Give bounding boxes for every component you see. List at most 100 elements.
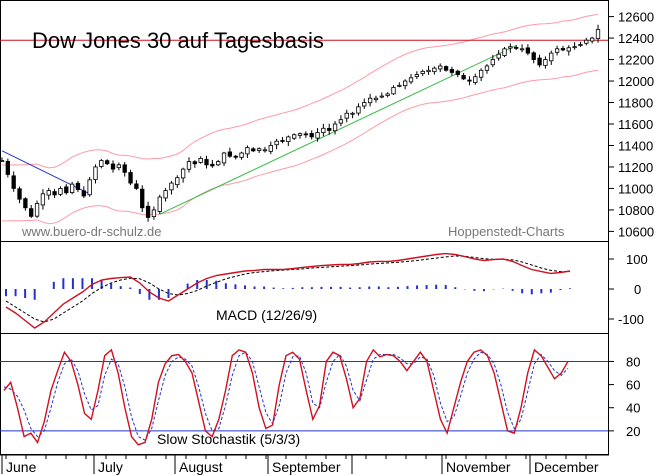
stoch-panel-frame — [0, 333, 609, 455]
stoch-ytick-label: 60 — [626, 378, 640, 393]
stoch-ytick-label: 40 — [626, 401, 640, 416]
stoch-d-line — [3, 351, 569, 441]
time-axis: June July August September November December — [1, 455, 599, 475]
price-candle — [274, 138, 279, 150]
price-candle — [385, 92, 390, 98]
price-candle — [87, 177, 92, 197]
price-candle — [99, 158, 104, 169]
price-candle — [175, 175, 180, 188]
price-candle — [543, 56, 548, 69]
price-candle — [192, 160, 197, 168]
price-candle — [315, 128, 320, 142]
price-candle — [256, 147, 262, 154]
macd-ytick-label: 0 — [634, 282, 641, 297]
price-candle — [321, 123, 326, 137]
price-candle — [17, 186, 22, 204]
macd-panel: 100 0 -100 — [5, 252, 648, 329]
price-candle — [490, 54, 495, 68]
price-candle — [519, 44, 525, 53]
price-candle — [0, 157, 5, 163]
macd-line — [5, 252, 571, 329]
price-candle — [362, 98, 367, 109]
price-candle — [75, 180, 81, 192]
price-ytick-label: 11200 — [618, 160, 653, 175]
price-candle — [344, 109, 349, 123]
watermark-right: Hoppenstedt-Charts — [448, 224, 565, 239]
month-label: June — [6, 459, 37, 475]
price-candle — [286, 135, 291, 147]
price-candle — [105, 159, 110, 165]
price-candle — [297, 132, 303, 139]
price-candle — [420, 69, 425, 76]
macd-ytick-label: -100 — [618, 312, 644, 327]
price-candle — [221, 151, 227, 167]
price-candle — [198, 156, 203, 164]
price-candle — [292, 133, 297, 141]
price-ytick-label: 11000 — [618, 181, 653, 196]
price-candle — [169, 180, 174, 195]
price-candle — [408, 73, 414, 85]
lower-envelope-band — [1, 69, 599, 225]
green-trend-line — [159, 45, 517, 215]
price-candle — [467, 76, 472, 86]
price-candle — [572, 42, 577, 50]
price-candle — [23, 197, 28, 211]
price-candle — [478, 68, 484, 82]
price-candle — [397, 82, 402, 88]
price-candle — [116, 162, 122, 171]
price-candle — [473, 73, 478, 85]
price-candle — [64, 184, 69, 195]
price-candle — [40, 189, 46, 210]
price-candle — [584, 37, 589, 46]
price-panel: 10600 10800 11000 11200 11400 11600 11800 12000… — [0, 10, 654, 239]
price-candle — [560, 45, 566, 52]
price-candle — [373, 95, 379, 103]
stoch-ytick-label: 20 — [626, 424, 640, 439]
price-ytick-label: 11600 — [618, 117, 653, 132]
price-candle — [93, 164, 98, 184]
price-candle — [449, 66, 455, 76]
price-candle — [151, 206, 157, 220]
stoch-ytick-label: 80 — [626, 354, 640, 369]
stoch-k-line — [3, 348, 569, 446]
price-candle — [227, 147, 233, 158]
price-ytick-label: 10600 — [618, 224, 654, 239]
stochastic-panel: 80 60 40 20 — [0, 348, 640, 446]
price-candle — [502, 46, 507, 58]
price-candle — [29, 205, 34, 219]
price-candle — [508, 43, 513, 53]
price-candle — [245, 145, 250, 158]
price-candle — [46, 187, 51, 200]
price-candle — [391, 85, 396, 95]
price-candle — [338, 115, 344, 127]
stochastic-label: Slow Stochastik (5/3/3) — [157, 431, 300, 447]
price-candle — [525, 44, 531, 56]
price-candle — [186, 157, 192, 173]
price-candle — [332, 121, 338, 135]
price-candle — [590, 36, 595, 44]
price-candle — [379, 92, 384, 99]
price-candle — [140, 185, 145, 213]
price-candle — [180, 167, 186, 183]
price-ytick-label: 12000 — [618, 74, 654, 89]
price-candle — [443, 65, 449, 72]
price-candle — [262, 146, 268, 153]
price-candle — [268, 141, 273, 155]
price-candle — [554, 45, 560, 56]
price-candle — [157, 194, 162, 214]
price-candle — [484, 64, 490, 74]
price-candle — [58, 186, 63, 197]
price-candle — [69, 181, 75, 195]
price-ytick-label: 10800 — [618, 203, 654, 218]
price-candle — [461, 72, 466, 81]
chart-title: Dow Jones 30 auf Tagesbasis — [32, 28, 324, 53]
macd-signal-line — [5, 255, 570, 323]
price-candle — [403, 79, 408, 90]
month-label: August — [179, 459, 223, 475]
price-candle — [566, 45, 571, 56]
price-candle — [34, 200, 40, 218]
upper-envelope-band — [1, 13, 599, 169]
price-candle — [426, 65, 431, 75]
price-ytick-label: 11400 — [618, 138, 653, 153]
